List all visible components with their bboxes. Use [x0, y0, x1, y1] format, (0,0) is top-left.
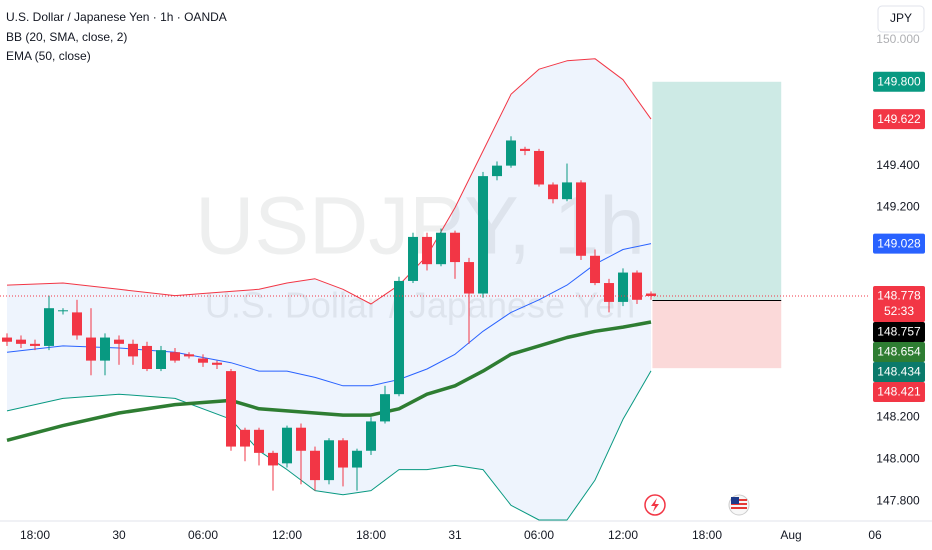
price-label: 148.654	[877, 345, 921, 359]
event-icon[interactable]	[644, 494, 666, 516]
candle-body	[618, 272, 629, 302]
indicator-line	[6, 58, 652, 305]
candle-body	[324, 440, 335, 481]
watermark: U.S. Dollar / Japanese Yen	[205, 285, 635, 326]
candle-body	[478, 176, 489, 294]
candle-body	[632, 272, 643, 300]
chart-title: U.S. Dollar / Japanese Yen · 1h · OANDA	[6, 10, 227, 24]
band-fill	[7, 58, 652, 520]
candle-body	[156, 350, 167, 369]
price-label: 148.421	[877, 385, 921, 399]
profit-zone	[652, 81, 782, 301]
x-tick-label: 18:00	[20, 528, 50, 542]
overlay: U.S. Dollar / Japanese Yen · 1h · OANDA …	[6, 5, 925, 516]
candle-body	[492, 165, 503, 177]
price-label-box	[873, 322, 925, 343]
price-label-box	[873, 342, 925, 363]
y-tick-label: 148.200	[876, 409, 920, 423]
candle-body	[548, 184, 559, 200]
loss-zone	[652, 300, 782, 369]
candle-body	[44, 308, 55, 346]
candle-body	[16, 339, 27, 344]
price-label-box	[873, 109, 925, 130]
x-tick-label: 12:00	[272, 528, 302, 542]
candle-body	[268, 452, 279, 466]
x-tick-label: 06:00	[524, 528, 554, 542]
candle-body	[142, 345, 153, 369]
x-tick-label: 30	[112, 528, 126, 542]
candle-body	[254, 429, 265, 453]
price-label-box	[873, 362, 925, 383]
candle-body	[562, 182, 573, 200]
x-tick-label: Aug	[780, 528, 801, 542]
candle-body	[240, 429, 251, 447]
price-label: 148.778	[877, 289, 921, 303]
candle-body	[128, 343, 139, 357]
y-tick-label: 150.000	[876, 32, 920, 46]
candle-body	[450, 232, 461, 263]
indicator-line	[6, 370, 652, 521]
x-tick-label: 12:00	[608, 528, 638, 542]
candle-body	[464, 262, 475, 294]
price-label-box	[873, 233, 925, 254]
candle-body	[366, 421, 377, 451]
event-icon[interactable]	[728, 494, 750, 516]
candle-body	[226, 371, 237, 447]
candle-body	[86, 337, 97, 361]
price-label: 149.622	[877, 112, 921, 126]
candle-body	[114, 339, 125, 344]
plot-area: USDJPY, 1hU.S. Dollar / Japanese Yen	[0, 58, 870, 521]
candle-body	[212, 362, 223, 365]
candle-body	[520, 148, 531, 151]
candle-body	[590, 255, 601, 284]
candle-body	[352, 450, 363, 468]
y-tick-label: 148.000	[876, 451, 920, 465]
candle-body	[184, 354, 195, 357]
candle-body	[534, 150, 545, 185]
candle-body	[30, 343, 41, 346]
candle-body	[296, 427, 307, 451]
price-label: 148.434	[877, 365, 921, 379]
indicator-line	[6, 243, 652, 387]
price-label-box	[873, 71, 925, 92]
candle-body	[170, 352, 181, 361]
y-tick-label: 149.200	[876, 200, 920, 214]
candle-body	[198, 358, 209, 363]
price-label: 149.800	[877, 74, 921, 88]
candle-body	[646, 293, 657, 297]
indicator-label: BB (20, SMA, close, 2)	[6, 30, 127, 44]
x-tick-label: 06:00	[188, 528, 218, 542]
candle-body	[380, 394, 391, 422]
price-label: 149.028	[877, 236, 921, 250]
candle-body	[338, 440, 349, 468]
candle-body	[100, 337, 111, 361]
currency-button[interactable]	[877, 5, 925, 33]
y-tick-label: 149.400	[876, 158, 920, 172]
currency-label[interactable]: JPY	[890, 11, 912, 25]
x-tick-label: 06	[868, 528, 882, 542]
y-tick-label: 147.800	[876, 493, 920, 507]
candle-body	[58, 310, 69, 312]
price-label-box	[873, 286, 925, 323]
indicator-label: EMA (50, close)	[6, 49, 91, 63]
candle-body	[506, 140, 517, 166]
x-tick-label: 18:00	[692, 528, 722, 542]
candle-body	[282, 427, 293, 464]
candle-body	[422, 236, 433, 265]
candle-body	[2, 337, 13, 342]
price-label: 148.757	[877, 325, 921, 339]
candle-body	[310, 450, 321, 481]
candle-body	[576, 182, 587, 256]
x-tick-label: 18:00	[356, 528, 386, 542]
candle-body	[394, 280, 405, 395]
candle-body	[436, 232, 447, 265]
candle-body	[408, 236, 419, 281]
countdown: 52:33	[884, 304, 914, 318]
candle-body	[604, 283, 615, 302]
candle-body	[72, 312, 83, 336]
x-tick-label: 31	[448, 528, 462, 542]
price-label-box	[873, 382, 925, 403]
